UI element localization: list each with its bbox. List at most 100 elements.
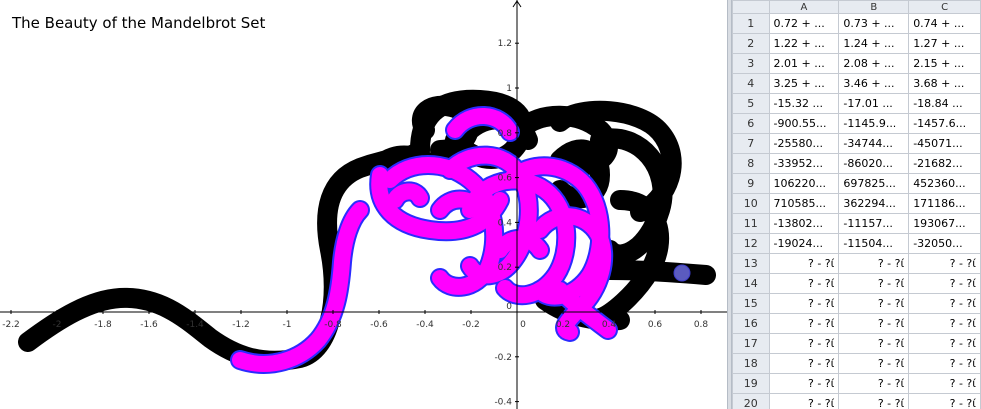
row-header[interactable]: 5 [732, 93, 770, 114]
table-cell[interactable]: 697825... [838, 173, 910, 194]
plot-canvas[interactable]: -2.2 -2 -1.8 -1.6 -1.4 -1.2 -1 -0.8 -0.6 -0.4 -0.2… [0, 0, 727, 409]
table-cell[interactable]: -33952... [768, 153, 840, 174]
row-header[interactable]: 12 [732, 233, 770, 254]
table-cell[interactable]: ? - ?ί [768, 253, 840, 274]
row-header[interactable]: 20 [732, 393, 770, 409]
table-cell[interactable]: ? - ?ί [908, 373, 981, 394]
table-cell[interactable]: ? - ?ί [838, 293, 910, 314]
row-header[interactable]: 17 [732, 333, 770, 354]
table-cell[interactable]: ? - ?ί [908, 253, 981, 274]
table-cell[interactable]: 171186... [908, 193, 981, 214]
table-cell[interactable]: 3.46 + ... [838, 73, 910, 94]
row-header[interactable]: 6 [732, 113, 770, 134]
table-row: 8 -33952... -86020... -21682... [732, 153, 981, 174]
table-cell[interactable]: 2.01 + ... [768, 53, 840, 74]
row-header[interactable]: 16 [732, 313, 770, 334]
row-header[interactable]: 13 [732, 253, 770, 274]
table-cell[interactable]: ? - ?ί [838, 273, 910, 294]
table-cell[interactable]: -86020... [838, 153, 910, 174]
table-cell[interactable]: 106220... [768, 173, 840, 194]
table-cell[interactable]: -17.01 ... [838, 93, 910, 114]
table-cell[interactable]: -15.32 ... [768, 93, 840, 114]
table-cell[interactable]: -25580... [768, 133, 840, 154]
table-cell[interactable]: 2.08 + ... [838, 53, 910, 74]
table-cell[interactable]: ? - ?ί [838, 373, 910, 394]
row-header[interactable]: 19 [732, 373, 770, 394]
table-cell[interactable]: ? - ?ί [908, 333, 981, 354]
table-cell[interactable]: ? - ?ί [768, 393, 840, 409]
table-cell[interactable]: ? - ?ί [768, 313, 840, 334]
column-header-b[interactable]: B [838, 0, 910, 14]
trace-path-magenta [492, 230, 548, 258]
trace-path-magenta [442, 147, 537, 284]
table-cell[interactable]: 710585... [768, 193, 840, 214]
view-divider[interactable] [727, 0, 732, 409]
table-cell[interactable]: ? - ?ί [768, 373, 840, 394]
y-tick-label: 0.2 [498, 263, 512, 273]
table-cell[interactable]: 452360... [908, 173, 981, 194]
table-cell[interactable]: -19024... [768, 233, 840, 254]
table-cell[interactable]: ? - ?ί [838, 353, 910, 374]
table-cell[interactable]: ? - ?ί [908, 353, 981, 374]
table-cell[interactable]: -13802... [768, 213, 840, 234]
table-cell[interactable]: ? - ?ί [838, 313, 910, 334]
row-header[interactable]: 14 [732, 273, 770, 294]
table-cell[interactable]: 0.73 + ... [838, 13, 910, 34]
table-cell[interactable]: -1145.9... [838, 113, 910, 134]
table-cell[interactable]: 3.25 + ... [768, 73, 840, 94]
table-cell[interactable]: 0.72 + ... [768, 13, 840, 34]
column-header-a[interactable]: A [768, 0, 840, 14]
table-row: 13? - ?ί? - ?ί? - ?ί [732, 253, 981, 274]
spreadsheet-view[interactable]: A B C 1 0.72 + ... 0.73 + ... 0.74 + ... 2 1.… [732, 0, 981, 409]
table-cell[interactable]: 2.15 + ... [908, 53, 981, 74]
table-cell[interactable]: 1.22 + ... [768, 33, 840, 54]
row-header[interactable]: 9 [732, 173, 770, 194]
row-header[interactable]: 18 [732, 353, 770, 374]
table-row: 20? - ?ί? - ?ί? - ?ί [732, 393, 981, 409]
column-header-c[interactable]: C [908, 0, 981, 14]
table-cell[interactable]: 1.27 + ... [908, 33, 981, 54]
row-header[interactable]: 2 [732, 33, 770, 54]
table-cell[interactable]: -45071... [908, 133, 981, 154]
table-cell[interactable]: ? - ?ί [838, 333, 910, 354]
table-cell[interactable]: ? - ?ί [768, 333, 840, 354]
table-cell[interactable]: -32050... [908, 233, 981, 254]
graphics-view[interactable]: -2.2 -2 -1.8 -1.6 -1.4 -1.2 -1 -0.8 -0.6 -0.4 -0.2… [0, 0, 727, 409]
y-tick-label: -0.4 [494, 398, 512, 408]
row-header[interactable]: 1 [732, 13, 770, 34]
table-cell[interactable]: ? - ?ί [908, 293, 981, 314]
table-cell[interactable]: -11504... [838, 233, 910, 254]
row-header[interactable]: 7 [732, 133, 770, 154]
x-tick-label: -2 [53, 320, 62, 330]
corner-cell[interactable] [732, 0, 770, 14]
table-cell[interactable]: ? - ?ί [838, 393, 910, 409]
table-cell[interactable]: 3.68 + ... [908, 73, 981, 94]
table-cell[interactable]: ? - ?ί [908, 313, 981, 334]
table-cell[interactable]: 1.24 + ... [838, 33, 910, 54]
row-header[interactable]: 11 [732, 213, 770, 234]
table-cell[interactable]: -1457.6... [908, 113, 981, 134]
table-cell[interactable]: -18.84 ... [908, 93, 981, 114]
table-cell[interactable]: 0.74 + ... [908, 13, 981, 34]
table-cell[interactable]: -34744... [838, 133, 910, 154]
y-tick-label: 1.2 [498, 39, 512, 49]
trace-layer [18, 89, 716, 374]
table-cell[interactable]: ? - ?ί [908, 273, 981, 294]
draggable-point[interactable] [673, 264, 691, 282]
table-cell[interactable]: -21682... [908, 153, 981, 174]
row-header[interactable]: 8 [732, 153, 770, 174]
row-header[interactable]: 3 [732, 53, 770, 74]
table-cell[interactable]: ? - ?ί [768, 273, 840, 294]
table-cell[interactable]: ? - ?ί [768, 293, 840, 314]
x-tick-label: -0.8 [324, 320, 342, 330]
row-header[interactable]: 10 [732, 193, 770, 214]
table-cell[interactable]: ? - ?ί [768, 353, 840, 374]
table-cell[interactable]: ? - ?ί [908, 393, 981, 409]
table-cell[interactable]: -11157... [838, 213, 910, 234]
row-header[interactable]: 15 [732, 293, 770, 314]
table-cell[interactable]: -900.55... [768, 113, 840, 134]
table-cell[interactable]: 193067... [908, 213, 981, 234]
table-cell[interactable]: 362294... [838, 193, 910, 214]
row-header[interactable]: 4 [732, 73, 770, 94]
table-cell[interactable]: ? - ?ί [838, 253, 910, 274]
